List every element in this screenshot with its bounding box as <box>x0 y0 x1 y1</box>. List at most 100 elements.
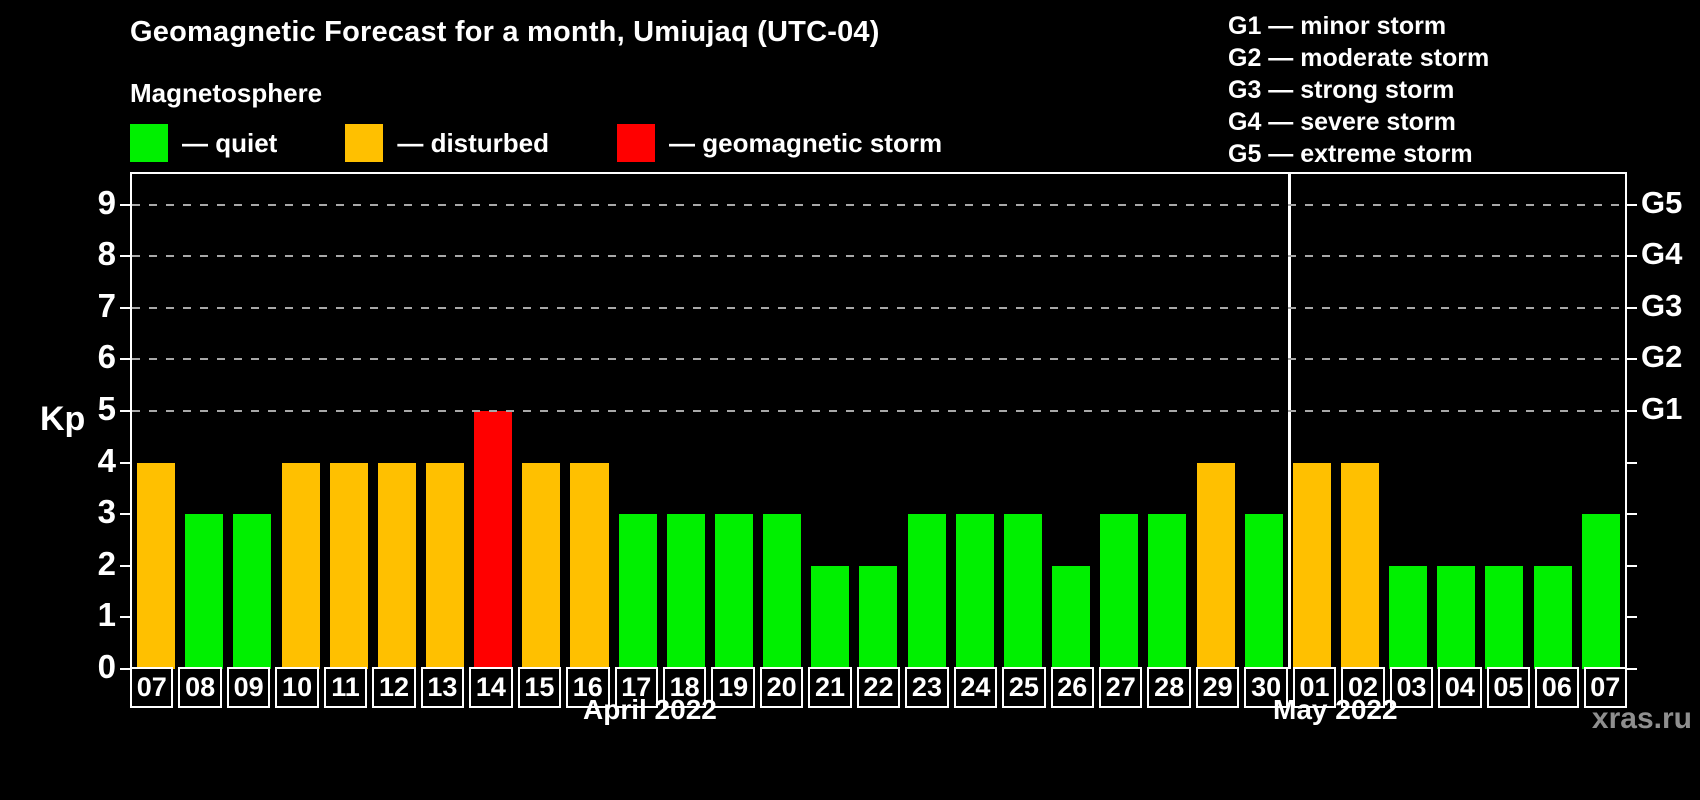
y-axis-tick-label: 6 <box>97 338 116 376</box>
g2-legend-line: G2 — moderate storm <box>1228 44 1490 72</box>
bar-slot <box>1480 174 1528 669</box>
bar-slot <box>469 174 517 669</box>
y-axis-tick-label: 4 <box>97 441 116 479</box>
kp-bar-day-01 <box>1292 462 1331 669</box>
right-axis-tick <box>1627 306 1637 309</box>
bar-slot <box>951 174 999 669</box>
day-label: 27 <box>1099 667 1143 708</box>
kp-bar-day-24 <box>955 514 994 669</box>
right-axis-tick <box>1627 255 1637 258</box>
right-axis-label-g2: G2 <box>1641 339 1683 375</box>
day-label: 07 <box>130 667 174 708</box>
bar-slot <box>903 174 951 669</box>
kp-bar-day-25 <box>1003 514 1042 669</box>
y-axis-tick-label: 5 <box>97 390 116 427</box>
disturbed-legend-label: — disturbed <box>397 127 550 158</box>
bar-slot <box>1143 174 1191 669</box>
kp-bar-day-20 <box>763 514 802 669</box>
legend-item-disturbed: — disturbed <box>345 124 549 162</box>
day-label: 15 <box>517 667 562 708</box>
day-label: 01 <box>1292 667 1337 708</box>
day-label: 19 <box>711 667 755 708</box>
day-label: 06 <box>1535 667 1579 708</box>
kp-bar-day-29 <box>1196 462 1235 669</box>
month-label-may: May 2022 <box>1273 694 1398 725</box>
kp-bar-day-08 <box>185 514 224 669</box>
day-label: 03 <box>1389 667 1434 708</box>
bar-slot <box>373 174 421 669</box>
bar-slot <box>1384 174 1432 669</box>
kp-bar-day-17 <box>618 514 657 669</box>
bar-slot <box>132 174 180 669</box>
legend-item-storm: — geomagnetic storm <box>617 124 942 162</box>
y-axis-tick-labels: 0 1 2 3 4 5 6 7 8 9 <box>52 172 116 685</box>
kp-bar-day-09 <box>233 514 272 669</box>
bar-slot <box>1529 174 1577 669</box>
day-label: 26 <box>1050 667 1095 708</box>
bar-slot <box>276 174 324 669</box>
kp-bar-day-15 <box>522 462 561 669</box>
kp-bar-day-23 <box>907 514 946 669</box>
right-axis-tick <box>1627 461 1637 464</box>
kp-bar-day-10 <box>281 462 320 669</box>
kp-bar-day-19 <box>714 514 753 669</box>
day-label: 07 <box>1583 667 1627 708</box>
month-label-april: April 2022 <box>583 694 717 725</box>
right-axis-label-g1: G1 <box>1641 391 1683 426</box>
bar-slot <box>517 174 565 669</box>
bar-slot <box>806 174 854 669</box>
right-axis-tick <box>1627 513 1637 516</box>
day-label: 09 <box>226 667 271 708</box>
left-axis-tick <box>120 513 130 516</box>
day-label: 10 <box>275 667 319 708</box>
kp-bar-day-27 <box>1100 514 1139 669</box>
right-axis-label-g3: G3 <box>1641 287 1683 323</box>
kp-bar-day-05 <box>1485 565 1524 669</box>
day-label-row: 07 08 09 10 11 12 13 14 15 16 17 18 19 20 21 22 23 24 25 26… <box>130 667 1627 708</box>
bar-series <box>132 174 1625 669</box>
bar-slot <box>1240 174 1288 669</box>
left-axis-tick <box>120 306 130 309</box>
quiet-legend-label: — quiet <box>182 127 278 158</box>
bar-slot <box>999 174 1047 669</box>
kp-bar-day-28 <box>1148 514 1187 669</box>
kp-bar-day-06 <box>1533 565 1572 669</box>
right-axis-label-g5: G5 <box>1641 184 1683 220</box>
day-label: 29 <box>1195 667 1240 708</box>
kp-bar-day-03 <box>1389 565 1428 669</box>
day-label: 05 <box>1486 667 1531 708</box>
day-label: 12 <box>372 667 416 708</box>
bar-slot <box>228 174 276 669</box>
g3-legend-line: G3 — strong storm <box>1228 76 1455 104</box>
day-label: 04 <box>1438 667 1482 708</box>
watermark: xras.ru <box>1591 702 1692 735</box>
kp-bar-day-22 <box>859 565 898 669</box>
bar-slot <box>325 174 373 669</box>
page-title: Geomagnetic Forecast for a month, Umiuja… <box>130 16 880 48</box>
day-label: 14 <box>469 667 513 708</box>
right-axis-label-g4: G4 <box>1641 236 1683 272</box>
y-axis-tick-label: 7 <box>97 286 116 324</box>
left-axis-tick <box>120 564 130 567</box>
day-label: 23 <box>905 667 949 708</box>
y-axis-tick-label: 2 <box>97 544 116 582</box>
right-axis-tick <box>1627 564 1637 567</box>
y-axis-tick-label: 3 <box>97 493 116 531</box>
left-axis-tick <box>120 255 130 258</box>
day-label: 24 <box>953 667 998 708</box>
legend-item-quiet: — quiet <box>130 124 277 162</box>
y-axis-tick-label: 1 <box>97 596 116 634</box>
day-label: 22 <box>856 667 901 708</box>
kp-bar-day-07 <box>1581 514 1620 669</box>
kp-bar-day-07 <box>137 462 176 669</box>
status-legend: — quiet — disturbed — geomagnetic storm <box>130 124 942 162</box>
bar-slot <box>421 174 469 669</box>
day-label: 08 <box>178 667 222 708</box>
y-axis-title: Kp <box>40 400 86 438</box>
kp-bar-day-21 <box>811 565 850 669</box>
right-axis-g-labels: G1 G2 G3 G4 G5 <box>1641 172 1700 667</box>
left-axis-tick <box>120 461 130 464</box>
bar-slot <box>758 174 806 669</box>
right-axis-tick <box>1627 668 1637 670</box>
day-label: 20 <box>759 667 804 708</box>
